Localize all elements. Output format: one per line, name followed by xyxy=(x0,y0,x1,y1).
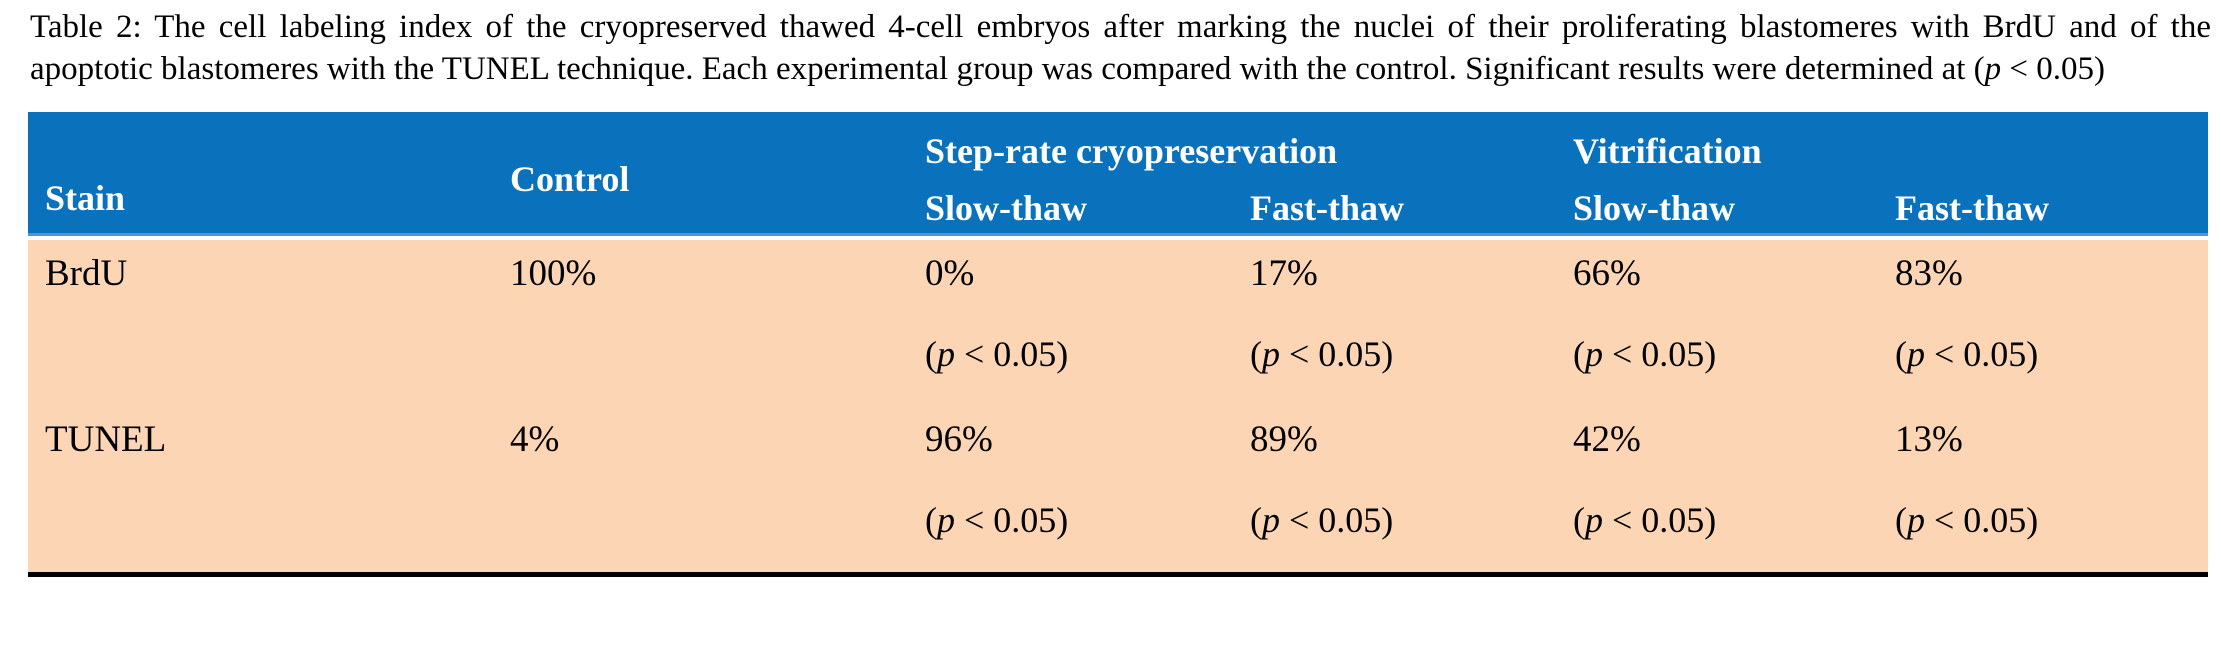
table-header: Stain Control Step-rate cryopreservation… xyxy=(28,112,2208,237)
data-cell: 89% (p < 0.05) xyxy=(1233,406,1556,572)
control-cell: 4% xyxy=(493,406,908,572)
cell-pvalue: (p < 0.05) xyxy=(1573,500,1717,541)
cell-pvalue: (p < 0.05) xyxy=(1250,334,1394,375)
cell-pvalue: (p < 0.05) xyxy=(1895,334,2039,375)
cell-pvalue: (p < 0.05) xyxy=(1250,500,1394,541)
cell-value: 96% xyxy=(925,419,993,461)
cell-value: 42% xyxy=(1573,419,1641,461)
cell-value: 66% xyxy=(1573,253,1641,295)
table-row-brdu: BrdU 100% 0% (p < 0.05) 17% (p < 0.05) 6… xyxy=(28,240,2208,406)
cell-pvalue: (p < 0.05) xyxy=(925,500,1069,541)
data-cell: 17% (p < 0.05) xyxy=(1233,240,1556,406)
header-subcol-steprate-slow-thaw: Slow-thaw xyxy=(925,187,1088,228)
row-label-cell: BrdU xyxy=(28,240,493,406)
data-cell: 0% (p < 0.05) xyxy=(908,240,1233,406)
cell-value: 83% xyxy=(1895,253,1963,295)
row-label-cell: TUNEL xyxy=(28,406,493,572)
cell-pvalue: (p < 0.05) xyxy=(925,334,1069,375)
data-cell: 13% (p < 0.05) xyxy=(1878,406,2208,572)
table-caption: Table 2: The cell labeling index of the … xyxy=(30,9,2211,88)
data-cell: 66% (p < 0.05) xyxy=(1556,240,1878,406)
cell-pvalue: (p < 0.05) xyxy=(1573,334,1717,375)
header-group-step-rate-cryopreservation: Step-rate cryopreservation xyxy=(925,131,1338,172)
data-table: Stain Control Step-rate cryopreservation… xyxy=(28,112,2208,578)
row-label: TUNEL xyxy=(45,419,167,461)
cell-value: 13% xyxy=(1895,419,1963,461)
header-group-vitrification: Vitrification xyxy=(1573,131,1762,172)
data-cell: 83% (p < 0.05) xyxy=(1878,240,2208,406)
data-cell: 96% (p < 0.05) xyxy=(908,406,1233,572)
cell-pvalue: (p < 0.05) xyxy=(1895,500,2039,541)
cell-value: 100% xyxy=(510,253,597,295)
cell-value: 4% xyxy=(510,419,560,461)
table-body: BrdU 100% 0% (p < 0.05) 17% (p < 0.05) 6… xyxy=(28,240,2208,578)
header-subcol-steprate-fast-thaw: Fast-thaw xyxy=(1250,187,1404,228)
cell-value: 89% xyxy=(1250,419,1318,461)
cell-value: 17% xyxy=(1250,253,1318,295)
control-cell: 100% xyxy=(493,240,908,406)
header-cell-stain: Stain xyxy=(45,178,126,219)
header-cell-control: Control xyxy=(510,158,630,199)
row-label: BrdU xyxy=(45,253,128,295)
header-subcol-vitrification-fast-thaw: Fast-thaw xyxy=(1895,187,2049,228)
table-row-tunel: TUNEL 4% 96% (p < 0.05) 89% (p < 0.05) 4… xyxy=(28,406,2208,572)
data-cell: 42% (p < 0.05) xyxy=(1556,406,1878,572)
cell-value: 0% xyxy=(925,253,975,295)
header-subcol-vitrification-slow-thaw: Slow-thaw xyxy=(1573,187,1736,228)
